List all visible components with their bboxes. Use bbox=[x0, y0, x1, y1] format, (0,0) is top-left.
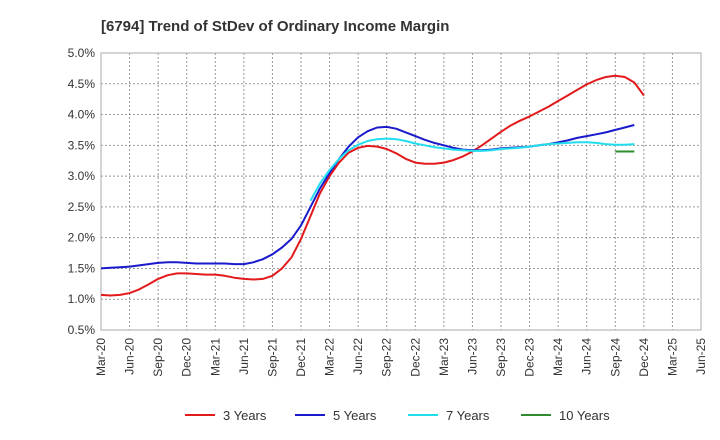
x-tick-label: Jun-25 bbox=[694, 338, 708, 375]
legend-label: 5 Years bbox=[333, 408, 377, 423]
y-tick-label: 5.0% bbox=[68, 46, 96, 60]
legend-label: 10 Years bbox=[559, 408, 610, 423]
grid bbox=[100, 52, 702, 331]
x-tick-label: Jun-23 bbox=[465, 338, 479, 375]
chart-title: [6794] Trend of StDev of Ordinary Income… bbox=[101, 18, 449, 35]
plot-area bbox=[100, 52, 702, 331]
x-tick-label: Jun-24 bbox=[580, 338, 594, 375]
x-tick-label: Jun-21 bbox=[237, 338, 251, 375]
x-tick-label: Mar-23 bbox=[437, 338, 451, 376]
y-tick-label: 3.5% bbox=[68, 138, 96, 152]
y-tick-label: 1.5% bbox=[68, 261, 96, 275]
x-tick-label: Mar-22 bbox=[323, 338, 337, 376]
x-axis: Mar-20 Jun-20 Sep-20 Dec-20 Mar-21 Jun-21 Sep-… bbox=[94, 338, 708, 377]
legend-label: 3 Years bbox=[223, 408, 267, 423]
series-line-7-years bbox=[309, 137, 635, 202]
x-tick-label: Dec-22 bbox=[408, 338, 422, 377]
x-tick-label: Dec-24 bbox=[637, 338, 651, 377]
x-tick-label: Dec-23 bbox=[523, 338, 537, 377]
y-tick-label: 4.5% bbox=[68, 77, 96, 91]
x-tick-label: Mar-24 bbox=[551, 338, 565, 376]
y-tick-label: 2.5% bbox=[68, 200, 96, 214]
series-line-3-years bbox=[100, 74, 645, 297]
y-tick-label: 4.0% bbox=[68, 108, 96, 122]
x-tick-label: Mar-25 bbox=[665, 338, 679, 376]
y-tick-label: 0.5% bbox=[68, 323, 96, 337]
x-tick-label: Dec-21 bbox=[294, 338, 308, 377]
y-axis: 0.5% 1.0% 1.5% 2.0% 2.5% 3.0% 3.5% 4.0% 4.5% 5.0% bbox=[68, 46, 96, 337]
legend-label: 7 Years bbox=[446, 408, 490, 423]
y-tick-label: 1.0% bbox=[68, 292, 96, 306]
legend: 3 Years 5 Years 7 Years 10 Years bbox=[185, 408, 610, 423]
x-tick-label: Sep-22 bbox=[380, 338, 394, 377]
series-lines bbox=[100, 74, 645, 297]
x-tick-label: Dec-20 bbox=[180, 338, 194, 377]
y-tick-label: 3.0% bbox=[68, 169, 96, 183]
x-tick-label: Sep-21 bbox=[265, 338, 279, 377]
x-tick-label: Jun-20 bbox=[123, 338, 137, 375]
x-tick-label: Mar-21 bbox=[208, 338, 222, 376]
x-tick-label: Sep-20 bbox=[151, 338, 165, 377]
x-tick-label: Sep-23 bbox=[494, 338, 508, 377]
x-tick-label: Mar-20 bbox=[94, 338, 108, 376]
x-tick-label: Jun-22 bbox=[351, 338, 365, 375]
y-tick-label: 2.0% bbox=[68, 231, 96, 245]
x-tick-label: Sep-24 bbox=[608, 338, 622, 377]
